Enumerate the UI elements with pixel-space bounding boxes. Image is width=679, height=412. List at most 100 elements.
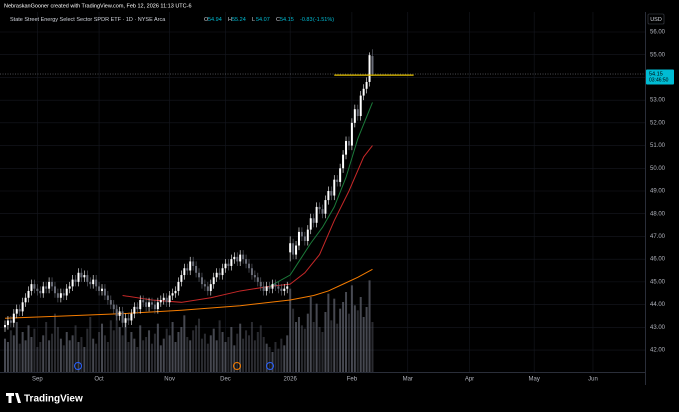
- volume-bar: [342, 302, 345, 372]
- candle-body: [330, 191, 333, 196]
- volume-bar: [212, 328, 215, 372]
- volume-bar: [250, 322, 253, 372]
- candle: [80, 268, 83, 282]
- candle-body: [195, 265, 198, 273]
- volume-bar: [297, 317, 300, 372]
- candle: [95, 275, 98, 291]
- candle: [209, 279, 212, 296]
- volume-bar: [89, 317, 92, 372]
- candle-body: [83, 275, 86, 278]
- y-tick-label: 53.00: [650, 98, 666, 104]
- volume-bar: [65, 332, 68, 372]
- volume-bar: [227, 337, 230, 372]
- candle-body: [274, 284, 277, 287]
- candle: [186, 263, 189, 276]
- volume-bar: [262, 337, 265, 372]
- candle: [259, 277, 262, 291]
- candle-body: [242, 254, 245, 260]
- candle-body: [186, 268, 189, 271]
- volume-bar: [271, 352, 274, 372]
- currency: USD: [650, 17, 662, 23]
- candle: [342, 150, 345, 173]
- candle-body: [250, 268, 253, 276]
- candle: [103, 284, 106, 301]
- candle: [6, 315, 9, 330]
- volume-bar: [274, 342, 277, 372]
- y-tick-label: 49.00: [650, 189, 666, 195]
- candle: [321, 204, 324, 219]
- candle: [12, 309, 15, 328]
- candle-body: [174, 290, 177, 294]
- candle: [48, 277, 51, 294]
- candle: [121, 306, 124, 328]
- candle-body: [18, 309, 21, 312]
- candle-body: [248, 263, 251, 269]
- candle-body: [21, 302, 24, 312]
- volume-bar: [145, 337, 148, 372]
- candle: [253, 270, 256, 282]
- volume-bar: [127, 342, 130, 372]
- volume-bar: [106, 342, 109, 372]
- candle: [371, 49, 374, 76]
- candle: [165, 293, 168, 307]
- volume-bar: [9, 330, 12, 372]
- candle: [347, 136, 350, 151]
- candle: [230, 254, 233, 271]
- event-icon: [266, 362, 274, 370]
- candle-body: [48, 281, 51, 289]
- volume-bar: [165, 328, 168, 372]
- last-price-tag: [646, 69, 674, 85]
- x-tick-label: Mar: [403, 377, 413, 383]
- currency-box: [647, 13, 665, 25]
- candle-body: [153, 304, 156, 310]
- y-tick-label: 44.00: [650, 302, 666, 308]
- y-tick-label: 56.00: [650, 30, 666, 36]
- candle-body: [168, 295, 171, 303]
- candle-body: [127, 318, 130, 321]
- candle: [171, 288, 174, 301]
- candle: [89, 277, 92, 289]
- volume-bar: [115, 305, 118, 372]
- candle: [174, 286, 177, 298]
- event-icons: [74, 362, 274, 370]
- volume-bar: [306, 313, 309, 372]
- candle: [339, 163, 342, 187]
- candle: [250, 263, 253, 280]
- candle: [224, 259, 227, 273]
- candle-body: [321, 209, 324, 214]
- volume-bar: [118, 327, 121, 372]
- volume-bar: [312, 322, 315, 372]
- volume-bar: [142, 340, 145, 372]
- candle-body: [203, 284, 206, 287]
- candle-body: [62, 293, 65, 296]
- volume-bar: [3, 338, 6, 372]
- y-tick-label: 43.00: [650, 325, 666, 331]
- candle: [330, 186, 333, 201]
- candle-body: [145, 302, 148, 307]
- candle: [115, 304, 118, 321]
- candle: [306, 225, 309, 246]
- volume-bar: [36, 347, 39, 372]
- volume-bar: [289, 288, 292, 372]
- candle: [274, 279, 277, 291]
- volume-bar: [101, 323, 104, 372]
- volume-bar: [180, 327, 183, 372]
- candle-body: [162, 297, 165, 301]
- volume-bar: [309, 297, 312, 372]
- candle-body: [292, 243, 295, 255]
- candle: [127, 313, 130, 326]
- volume-bar: [189, 340, 192, 372]
- legend-field-value: 54.07: [256, 17, 270, 23]
- volume-bar: [59, 338, 62, 372]
- candle: [98, 281, 101, 296]
- candle: [297, 227, 300, 251]
- candle: [168, 290, 171, 307]
- volume-bar: [218, 320, 221, 372]
- candle: [248, 259, 251, 273]
- candle-body: [227, 263, 230, 266]
- volume-bar: [156, 323, 159, 372]
- candle: [280, 284, 283, 296]
- candle: [198, 268, 201, 282]
- candle: [368, 52, 371, 87]
- candle-body: [224, 263, 227, 269]
